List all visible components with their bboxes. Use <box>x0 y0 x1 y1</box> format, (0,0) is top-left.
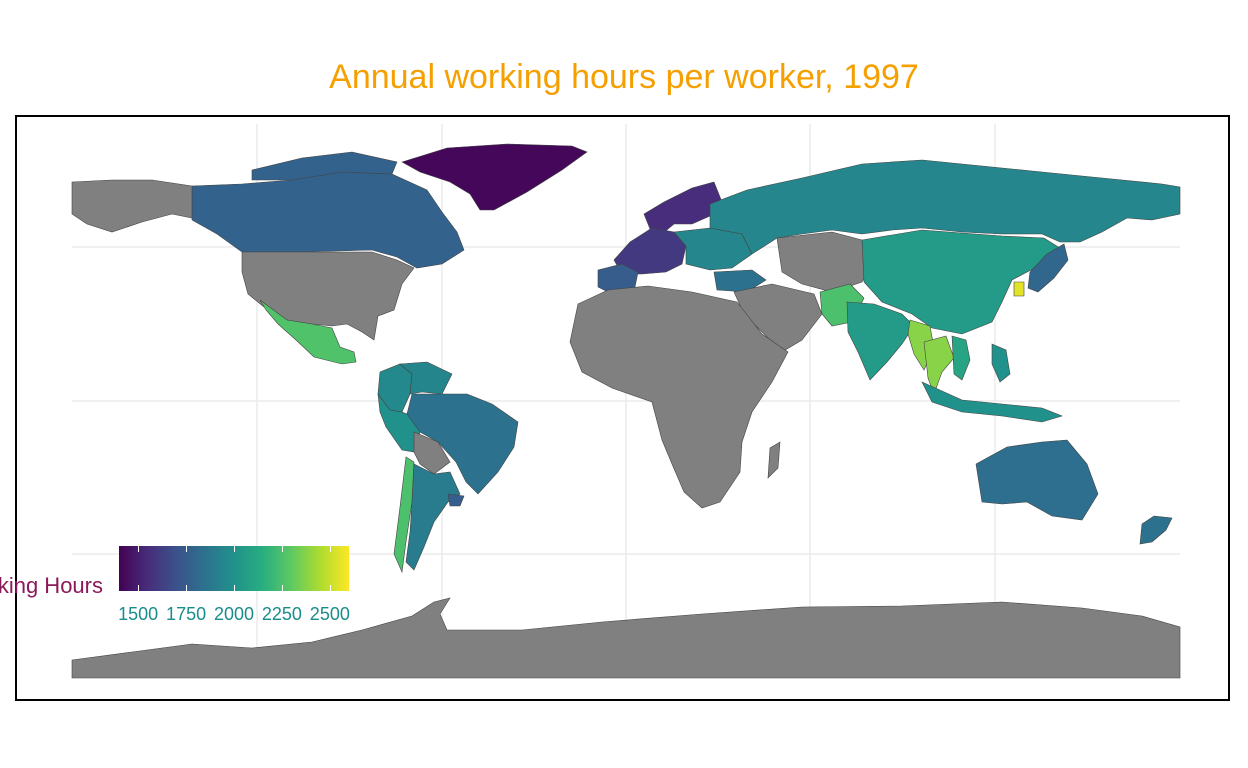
region-madagascar <box>767 441 781 479</box>
region-australia <box>975 439 1099 521</box>
legend-colorbar <box>119 546 349 591</box>
region-alaska <box>71 179 193 233</box>
region-new-zealand <box>1139 515 1173 545</box>
region-antarctica <box>71 597 1181 679</box>
region-vietnam <box>951 335 971 381</box>
region-china <box>861 229 1061 335</box>
region-turkey <box>713 269 767 293</box>
region-usa <box>241 251 415 341</box>
legend-title: Working Hours <box>0 573 103 598</box>
legend-tick-label: 2250 <box>261 604 302 624</box>
legend-tick-mark <box>281 585 283 591</box>
region-indonesia <box>921 381 1063 423</box>
region-thailand <box>923 335 955 395</box>
legend-tick-mark <box>281 546 283 552</box>
region-venezuela <box>399 361 453 395</box>
region-central-asia <box>776 231 878 293</box>
region-japan <box>1027 243 1069 293</box>
legend-tick-mark <box>186 585 188 591</box>
legend-tick-label: 2500 <box>309 604 350 624</box>
region-brazil <box>406 393 519 495</box>
world-map <box>71 124 1181 679</box>
region-russia <box>709 159 1181 255</box>
region-mexico <box>259 299 357 365</box>
legend-tick-mark <box>329 546 331 552</box>
legend-tick-mark <box>138 585 140 591</box>
region-philippines <box>991 343 1011 383</box>
legend-tick-mark <box>186 546 188 552</box>
region-india <box>846 301 915 381</box>
legend-tick-mark <box>138 546 140 552</box>
region-canada-islands <box>251 151 398 181</box>
page-title: Annual working hours per worker, 1997 <box>329 58 919 96</box>
legend-tick-label: 1750 <box>166 604 207 624</box>
legend-tick-label: 2000 <box>213 604 255 624</box>
legend-tick-mark <box>234 585 235 591</box>
legend-tick-mark <box>234 546 235 552</box>
region-south-korea <box>1013 281 1025 297</box>
region-eastern-europe <box>673 227 753 271</box>
legend-tick-mark <box>329 585 331 591</box>
region-africa <box>569 285 789 509</box>
region-argentina <box>405 463 461 571</box>
legend-tick-label: 1500 <box>118 604 159 624</box>
region-uruguay <box>447 493 465 507</box>
map-panel <box>15 115 1230 701</box>
region-greenland <box>401 143 588 211</box>
